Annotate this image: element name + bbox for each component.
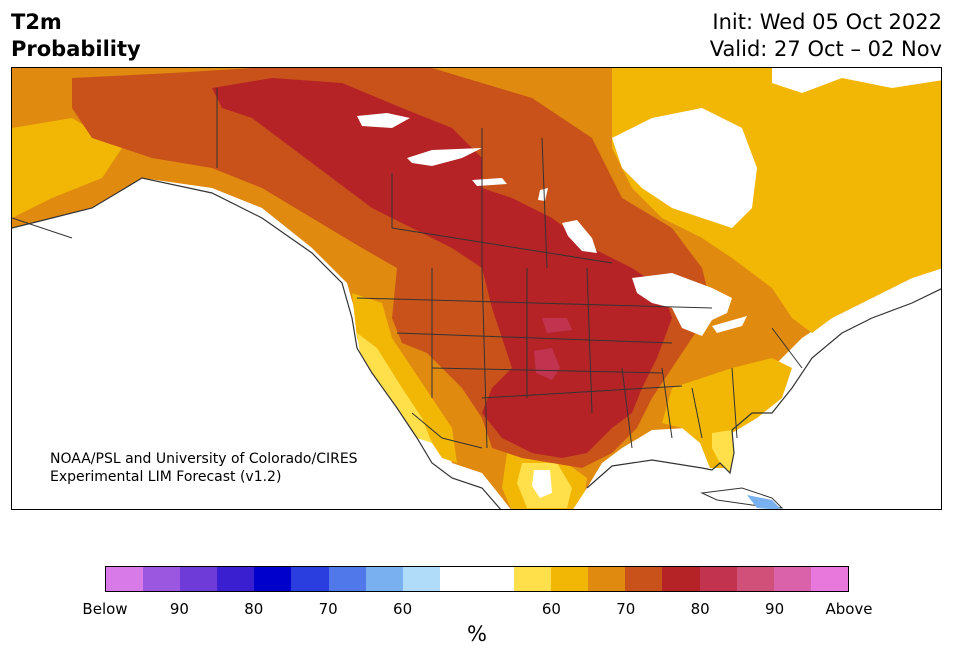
colorbar-segment: [514, 567, 552, 591]
political-borders: [12, 88, 803, 449]
land-westcoast-p60: [357, 333, 432, 443]
title-line-2: Probability: [11, 37, 141, 61]
colorbar-segment: [291, 567, 329, 591]
colorbar-tick-label: 90: [765, 600, 785, 618]
colorbar-unit: %: [467, 622, 487, 646]
colorbar-tick-label: 80: [244, 600, 264, 618]
great-lakes: [632, 273, 732, 336]
valid-range: Valid: 27 Oct – 02 Nov: [709, 37, 942, 61]
colorbar-segment: [402, 567, 440, 591]
colorbar-tick-label: 90: [169, 600, 189, 618]
date-info: Init: Wed 05 Oct 2022 Valid: 27 Oct – 02…: [710, 9, 942, 63]
atlantic: [727, 288, 941, 509]
great-bear-lake: [407, 148, 482, 166]
florida: [712, 430, 734, 473]
pacific: [12, 178, 501, 509]
credit-line-1: NOAA/PSL and University of Colorado/CIRE…: [50, 451, 358, 467]
colorbar-tick-label: Above: [825, 600, 873, 618]
credit-line-2: Experimental LIM Forecast (v1.2): [50, 469, 282, 485]
colorbar-segment: [773, 567, 811, 591]
colorbar-segment: [662, 567, 700, 591]
gulf-of-mexico: [573, 460, 717, 509]
colorbar-tick-label: 60: [393, 600, 413, 618]
colorbar-segment: [699, 567, 737, 591]
colorbar-tick-label: 70: [616, 600, 636, 618]
coastline: [12, 177, 941, 509]
land-southeast-p65: [662, 358, 792, 468]
lake-winnipeg: [562, 220, 597, 253]
colorbar-segment: [365, 567, 403, 591]
land-alaska-p65: [12, 118, 122, 218]
colorbar-tick-label: 60: [541, 600, 561, 618]
colorbar-tick-label: 80: [690, 600, 710, 618]
map-title: T2m Probability: [11, 9, 141, 63]
land-p85-1: [542, 318, 572, 333]
colorbar-segment: [328, 567, 366, 591]
colorbar-segment: [143, 567, 181, 591]
colorbar-tick-label: 70: [318, 600, 338, 618]
credit-text: NOAA/PSL and University of Colorado/CIRE…: [50, 450, 358, 486]
forecast-map: NOAA/PSL and University of Colorado/CIRE…: [11, 67, 942, 510]
colorbar-segment: [588, 567, 626, 591]
colorbar-segment: [736, 567, 774, 591]
colorbar-segment: [551, 567, 589, 591]
great-slave-lake: [357, 113, 410, 128]
title-line-1: T2m: [11, 10, 62, 34]
colorbar-segment: [476, 567, 515, 591]
hudson-bay: [612, 108, 757, 228]
colorbar-segment: [106, 567, 144, 591]
land-mexico-white: [532, 470, 552, 498]
colorbar-segment: [217, 567, 255, 591]
lake-winnipegosis: [538, 188, 548, 201]
arctic-water: [772, 68, 941, 93]
land-westcoast-p65: [352, 293, 457, 463]
below-normal-patch: [747, 495, 781, 509]
map-svg: [12, 68, 941, 509]
colorbar-segment: [180, 567, 218, 591]
init-date: Init: Wed 05 Oct 2022: [712, 10, 942, 34]
colorbar-segment: [625, 567, 663, 591]
land-p85-2: [534, 348, 560, 380]
lake-athabasca: [472, 178, 507, 186]
colorbar-segment: [439, 567, 477, 591]
colorbar-segment: [810, 567, 848, 591]
colorbar-tick-label: Below: [82, 600, 128, 618]
colorbar-segment: [254, 567, 292, 591]
colorbar: [105, 566, 849, 592]
lake-erie: [712, 316, 747, 333]
